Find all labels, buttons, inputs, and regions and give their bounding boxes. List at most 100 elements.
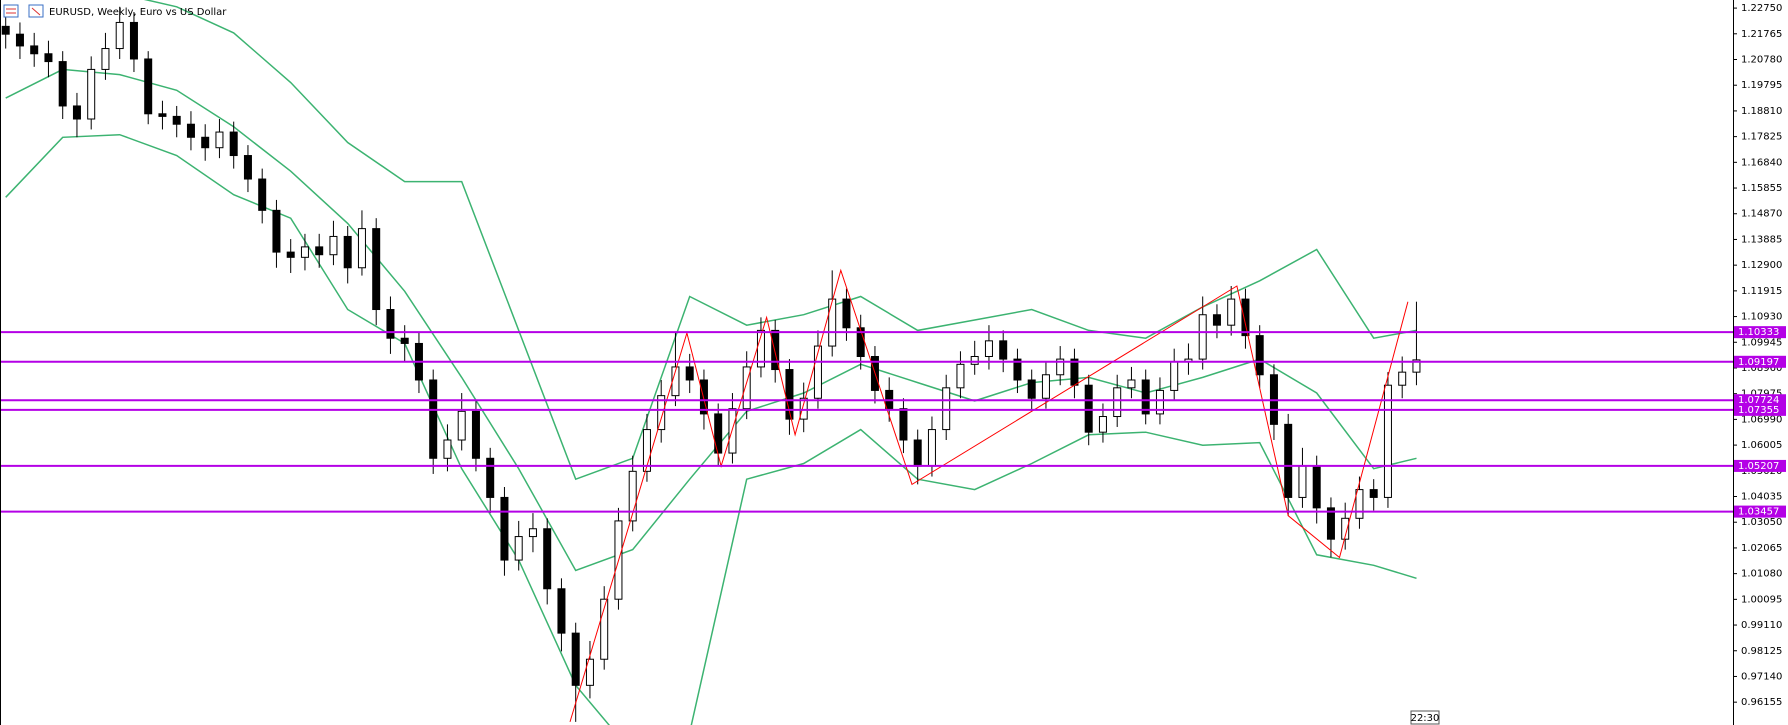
candle-body (1412, 359, 1421, 373)
candle-body (514, 536, 523, 561)
y-tick-label: 0.97140 (1741, 671, 1782, 682)
candle-body (1284, 423, 1293, 498)
candle-body (500, 496, 509, 561)
candle-body (471, 410, 480, 459)
candle-body (87, 68, 96, 120)
candle-body (357, 228, 366, 269)
candle-body (343, 235, 352, 269)
candle-body (1212, 314, 1221, 326)
y-tick-label: 1.10930 (1741, 312, 1782, 323)
candle-body (429, 379, 438, 459)
candle-body (30, 45, 39, 55)
time-label-bg (1410, 710, 1440, 725)
y-tick-label: 1.00095 (1741, 594, 1782, 605)
candle-body (1170, 361, 1179, 391)
level-label-bg (1734, 394, 1786, 407)
candle-body (172, 115, 181, 125)
candle-body (386, 309, 395, 339)
candle-body (1155, 389, 1164, 415)
candle-body (129, 21, 138, 60)
candle-body (286, 251, 295, 258)
candle-body (258, 178, 267, 211)
candle-body (585, 658, 594, 686)
level-label-bg (1734, 326, 1786, 339)
candle-body (58, 61, 67, 107)
zigzag-line (569, 268, 1409, 723)
candle-body (1326, 507, 1335, 540)
candle-body (315, 246, 324, 256)
candle-body (657, 395, 666, 431)
level-label: 1.10333 (1738, 327, 1779, 338)
y-tick-label: 1.21765 (1741, 29, 1782, 40)
candle-body (999, 340, 1008, 360)
candle-body (956, 363, 965, 389)
candle-body (1312, 465, 1321, 509)
candle-body (186, 123, 195, 138)
price-axis: 1.22750 1.21765 1.20780 1.19795 1.18810 1.178… (1733, 3, 1786, 708)
time-label: 22:30 (1411, 713, 1440, 724)
candle-body (243, 155, 252, 180)
y-tick-label: 0.99110 (1741, 620, 1782, 631)
level-label: 1.07355 (1738, 405, 1779, 416)
candle-body (15, 33, 24, 47)
candle-body (1041, 374, 1050, 399)
candle-body (1227, 298, 1236, 326)
candle-body (443, 439, 452, 459)
candle-body (984, 340, 993, 357)
y-tick-label: 1.12900 (1741, 260, 1782, 271)
candle-body (329, 235, 338, 256)
candle-body (215, 131, 224, 149)
y-tick-label: 1.06990 (1741, 414, 1782, 425)
candle-body (457, 410, 466, 441)
chart-header: EURUSD, Weekly, Euro vs US Dollar (3, 4, 227, 18)
candle-body (642, 429, 651, 472)
candle-body (543, 528, 552, 590)
candle-body (528, 528, 537, 538)
y-tick-label: 1.22750 (1741, 3, 1782, 14)
y-tick-label: 0.98125 (1741, 646, 1782, 657)
plot-area (0, 0, 1733, 725)
y-tick-label: 1.16840 (1741, 157, 1782, 168)
icon (3, 4, 19, 18)
level-label-bg (1734, 355, 1786, 368)
candle-body (229, 131, 238, 157)
level-label: 1.03457 (1738, 507, 1779, 518)
y-tick-label: 1.03050 (1741, 517, 1782, 528)
y-tick-label: 1.08960 (1741, 363, 1782, 374)
candle-body (1013, 358, 1022, 381)
y-tick-label: 1.19795 (1741, 80, 1782, 91)
candle-body (785, 369, 794, 420)
y-tick-label: 1.20780 (1741, 55, 1782, 66)
level-label-bg (1734, 403, 1786, 416)
candle-body (771, 329, 780, 371)
candle-body (201, 136, 210, 149)
y-tick-label: 1.11915 (1741, 286, 1782, 297)
y-tick-label: 1.15855 (1741, 183, 1782, 194)
level-label: 1.07724 (1738, 395, 1779, 406)
candle-body (927, 429, 936, 467)
y-tick-label: 1.01080 (1741, 569, 1782, 580)
bollinger-band (5, 133, 1417, 725)
candle-body (1355, 489, 1364, 519)
candle-body (158, 113, 167, 117)
y-tick-label: 1.14870 (1741, 209, 1782, 220)
level-label-bg (1734, 505, 1786, 518)
candle-body (913, 439, 922, 467)
candle-body (272, 209, 281, 253)
candle-body (1084, 384, 1093, 433)
candle-body (1027, 379, 1036, 399)
y-tick-label: 1.09945 (1741, 337, 1782, 348)
candle-body (1127, 379, 1136, 389)
candle-body (571, 632, 580, 686)
candle-body (899, 408, 908, 441)
candle-body (557, 588, 566, 634)
candle-body (1341, 517, 1350, 540)
candle-body (600, 598, 609, 660)
candle-body (1056, 358, 1065, 376)
candle-body (1298, 465, 1307, 498)
candle-body (144, 58, 153, 115)
candle-body (742, 366, 751, 410)
candle-body (1070, 358, 1079, 386)
chart-title: EURUSD, Weekly, Euro vs US Dollar (49, 7, 227, 18)
